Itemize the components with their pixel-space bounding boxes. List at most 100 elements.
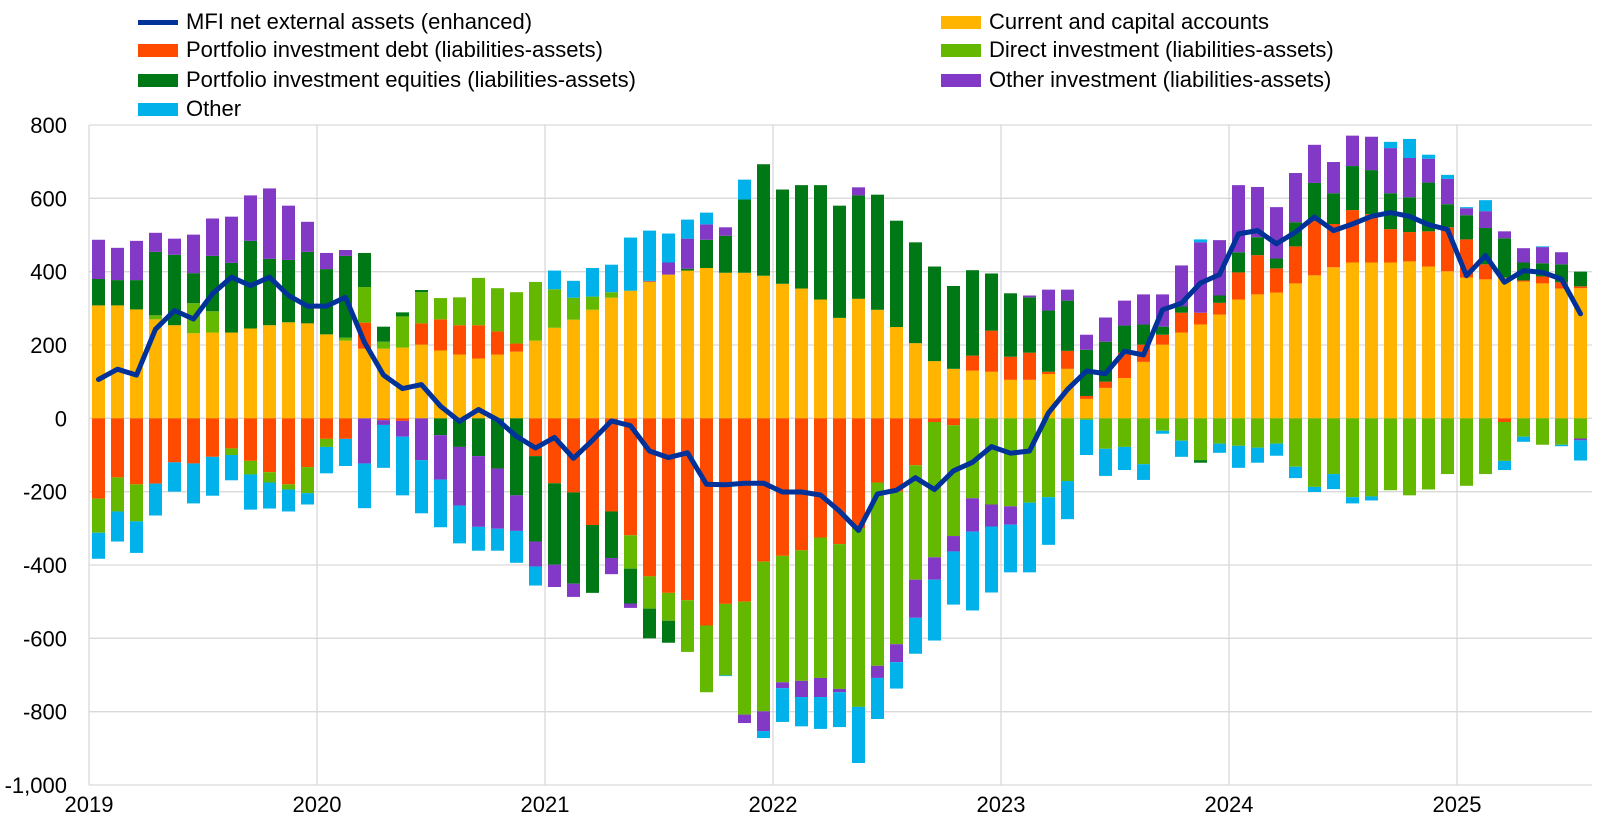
bar-current: [1251, 294, 1264, 419]
bar-current: [1289, 283, 1302, 419]
bar-other: [472, 526, 485, 551]
bar-debt: [320, 418, 333, 439]
bar-other: [1517, 436, 1530, 442]
bar-equity: [491, 418, 504, 469]
bar-equity: [301, 251, 314, 324]
bar-otherinv: [567, 583, 580, 597]
bar-other: [1479, 200, 1492, 212]
bar-otherinv: [282, 205, 295, 260]
bar-equity: [529, 456, 542, 542]
bar-equity: [1441, 204, 1454, 228]
bar-direct: [1555, 418, 1568, 445]
bar-current: [377, 348, 390, 419]
bar-current: [985, 371, 998, 419]
bar-debt: [263, 418, 276, 473]
bar-debt: [1498, 418, 1511, 422]
bar-otherinv: [1403, 158, 1416, 198]
bar-otherinv: [795, 680, 808, 697]
bar-direct: [719, 603, 732, 676]
bar-equity: [1061, 300, 1074, 351]
bar-debt: [757, 418, 770, 562]
bar-otherinv: [833, 688, 846, 693]
bar-current: [301, 323, 314, 419]
bar-otherinv: [1460, 208, 1473, 216]
bar-equity: [1042, 310, 1055, 372]
bar-direct: [1517, 418, 1530, 437]
bar-current: [909, 343, 922, 419]
bar-debt: [1289, 246, 1302, 284]
bar-current: [852, 298, 865, 419]
bar-current: [320, 334, 333, 419]
bar-otherinv: [1574, 438, 1587, 441]
legend-item-debt[interactable]: Portfolio investment debt (liabilities-a…: [138, 37, 603, 63]
bar-direct: [149, 315, 162, 320]
bar-debt: [168, 418, 181, 463]
bar-other: [966, 531, 979, 611]
bar-otherinv: [719, 227, 732, 236]
bar-otherinv: [1498, 231, 1511, 239]
bar-other: [795, 697, 808, 727]
bar-debt: [966, 355, 979, 371]
bar-otherinv: [453, 446, 466, 506]
y-tick-label: -200: [23, 480, 67, 505]
bar-otherinv: [1213, 240, 1226, 296]
bar-otherinv: [206, 218, 219, 256]
bar-direct: [1251, 418, 1264, 448]
bar-equity: [282, 259, 295, 323]
legend-item-mfi[interactable]: MFI net external assets (enhanced): [138, 9, 532, 35]
bar-debt: [1080, 395, 1093, 399]
bar-other: [1422, 154, 1435, 159]
bar-current: [662, 274, 675, 419]
legend-item-direct[interactable]: Direct investment (liabilities-assets): [941, 37, 1334, 63]
bar-equity: [947, 285, 960, 369]
legend-label: Current and capital accounts: [989, 9, 1270, 34]
legend-label: Portfolio investment debt (liabilities-a…: [186, 37, 603, 62]
bar-direct: [586, 296, 599, 310]
bar-debt: [149, 418, 162, 484]
bar-debt: [852, 418, 865, 529]
y-tick-label: 800: [30, 113, 67, 138]
bar-direct: [1460, 418, 1473, 486]
legend-item-other-investment[interactable]: Other investment (liabilities-assets): [941, 67, 1331, 93]
legend-swatch: [941, 73, 981, 87]
bar-direct: [1156, 418, 1169, 431]
bar-debt: [1384, 229, 1397, 263]
line-series: [96, 210, 1583, 533]
bar-direct: [358, 287, 371, 323]
bar-otherinv: [871, 665, 884, 678]
bar-other: [1118, 446, 1131, 471]
x-tick-label: 2021: [521, 792, 570, 817]
bar-otherinv: [396, 420, 409, 437]
bar-direct: [1289, 418, 1302, 467]
x-tick-label: 2024: [1205, 792, 1254, 817]
bar-equity: [111, 280, 124, 306]
bar-direct: [282, 484, 295, 490]
legend-item-other[interactable]: Other: [138, 96, 241, 122]
bar-other: [1099, 448, 1112, 476]
bar-direct: [396, 316, 409, 348]
bar-direct: [130, 484, 143, 522]
bar-current: [453, 354, 466, 419]
legend-swatch: [941, 15, 981, 29]
bar-direct: [1213, 418, 1226, 444]
bar-direct: [1422, 418, 1435, 490]
bar-otherinv: [1270, 207, 1283, 259]
bar-direct: [1536, 418, 1549, 445]
bar-other: [1403, 138, 1416, 158]
bar-other: [776, 688, 789, 722]
bar-otherinv: [491, 468, 504, 529]
bar-equity: [1118, 325, 1131, 353]
legend-item-current[interactable]: Current and capital accounts: [941, 9, 1269, 35]
bar-debt: [1270, 268, 1283, 293]
bar-equity: [187, 273, 200, 304]
bar-current: [738, 272, 751, 419]
legend-item-equity[interactable]: Portfolio investment equities (liabiliti…: [138, 67, 636, 93]
bar-equity: [928, 266, 941, 362]
bar-debt: [947, 418, 960, 426]
bar-direct: [1061, 418, 1074, 482]
bar-current: [1270, 292, 1283, 419]
bar-other: [396, 436, 409, 496]
bar-other: [358, 463, 371, 509]
legend: MFI net external assets (enhanced) Curre…: [0, 0, 1607, 125]
bar-current: [1213, 314, 1226, 419]
